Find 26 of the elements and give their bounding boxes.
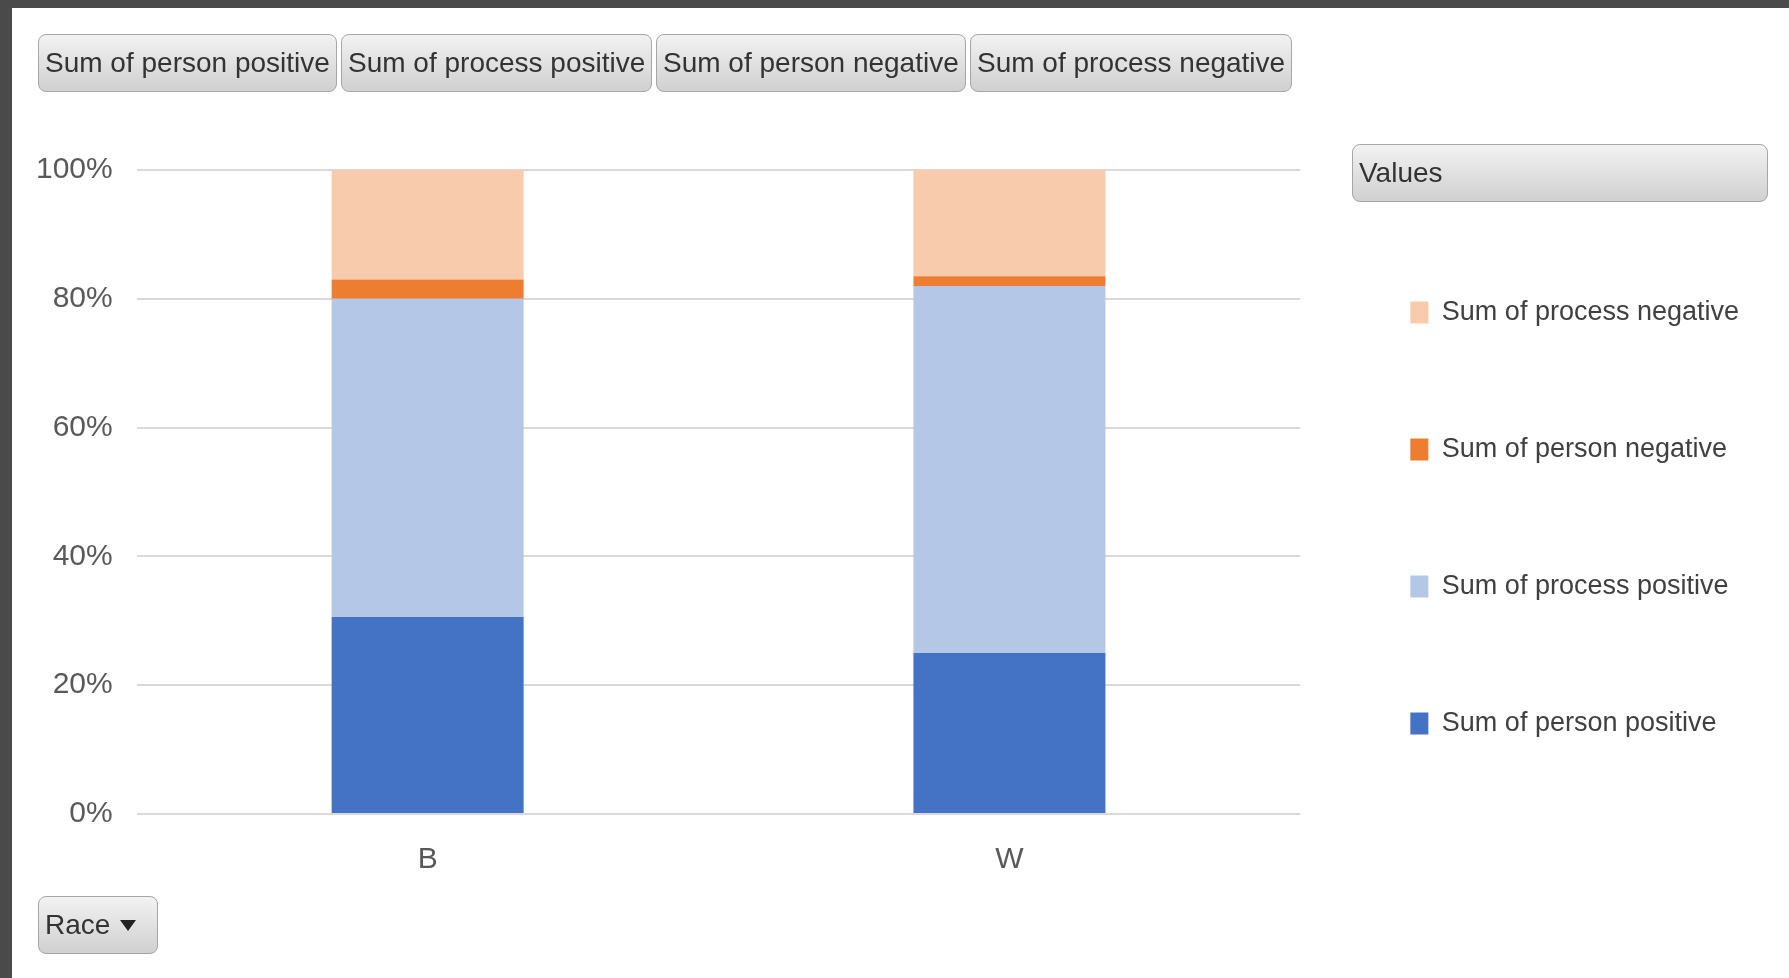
- x-tick-label: W: [995, 841, 1025, 875]
- legend-label: Sum of person positive: [1441, 706, 1717, 737]
- y-tick-label: 100%: [35, 151, 113, 185]
- y-tick-label: 0%: [69, 795, 113, 829]
- bar: [331, 170, 524, 280]
- bar: [331, 298, 524, 617]
- legend-label: Sum of process positive: [1441, 569, 1729, 600]
- bar: [913, 170, 1106, 277]
- bar: [913, 276, 1106, 286]
- bar: [331, 616, 524, 813]
- bar: [913, 285, 1106, 653]
- bar: [331, 279, 524, 299]
- text: Sum of process positive: [341, 34, 653, 92]
- legend-label: Sum of process negative: [1441, 295, 1740, 326]
- x-axis-title: Race: [38, 896, 158, 954]
- y-tick-label: 20%: [52, 666, 113, 700]
- bar: [913, 653, 1106, 813]
- legend-label: Sum of person negative: [1441, 432, 1728, 463]
- y-tick-label: 40%: [52, 537, 113, 571]
- x-tick-label: B: [417, 841, 438, 875]
- text: Sum of person positive: [38, 34, 337, 92]
- legend-title: Values: [1352, 144, 1768, 202]
- y-tick-label: 80%: [52, 280, 113, 314]
- y-tick-label: 60%: [52, 408, 113, 442]
- text: Sum of person negative: [656, 34, 966, 92]
- text: Sum of process negative: [970, 34, 1293, 92]
